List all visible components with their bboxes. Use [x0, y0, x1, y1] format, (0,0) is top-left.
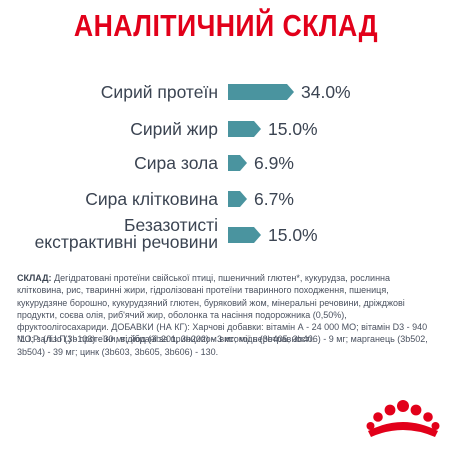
nutrient-label: Сирий протеїн — [100, 82, 218, 102]
nutrient-value: 6.9% — [254, 153, 294, 173]
nutrient-bar — [228, 191, 240, 207]
nutrient-bar-tip — [287, 84, 294, 100]
nutrient-label-line1: Безазотисті — [123, 215, 218, 235]
nutrient-label: Сира клітковина — [85, 189, 218, 209]
page-title: АНАЛІТИЧНИЙ СКЛАД — [73, 8, 379, 43]
nutrient-value: 15.0% — [268, 225, 318, 245]
nutrient-bar-tip — [254, 227, 261, 243]
nutrient-bar — [228, 121, 254, 137]
nutrient-bar — [228, 84, 287, 100]
nutrient-label: Сирий жир — [130, 119, 218, 139]
nutrient-bar-tip — [240, 191, 247, 207]
nutrient-value: 34.0% — [301, 82, 351, 102]
composition-heading: СКЛАД: — [17, 273, 52, 283]
nutrient-bar-tip — [240, 155, 247, 171]
nutrient-list: Сирий протеїн 34.0% Сирий жир 15.0% Сира… — [34, 82, 351, 252]
nutrient-label-line2: екстрактивні речовини — [34, 232, 218, 252]
nutrient-bar-tip — [254, 121, 261, 137]
nutrient-bar — [228, 227, 254, 243]
nutrient-label: Сира зола — [134, 153, 218, 173]
nutrient-bar — [228, 155, 240, 171]
nutrient-value: 6.7% — [254, 189, 294, 209]
footnote: *L.I.P. (Л.І.П.) - протеїни, відібрані з… — [17, 334, 315, 344]
composition-body: Дегідратовані протеїни свійської птиці, … — [17, 273, 428, 357]
nutrient-value: 15.0% — [268, 119, 318, 139]
royal-canin-crown-logo-icon — [366, 400, 440, 437]
composition-text: СКЛАД: Дегідратовані протеїни свійської … — [17, 272, 433, 358]
